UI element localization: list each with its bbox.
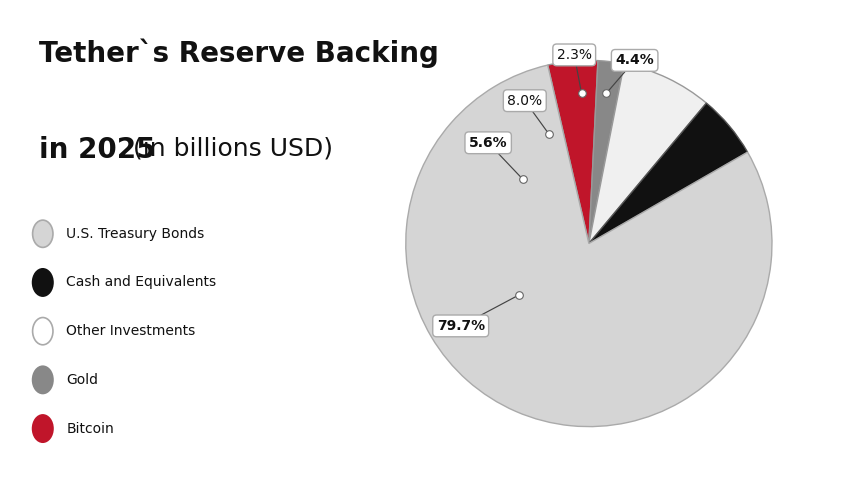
Circle shape xyxy=(33,269,53,296)
Circle shape xyxy=(33,366,53,393)
Text: Cash and Equivalents: Cash and Equivalents xyxy=(67,276,216,289)
Circle shape xyxy=(33,415,53,442)
Text: (in billions USD): (in billions USD) xyxy=(125,136,333,160)
Text: 4.4%: 4.4% xyxy=(615,54,654,67)
Wedge shape xyxy=(589,103,747,244)
Wedge shape xyxy=(547,60,598,244)
Wedge shape xyxy=(406,65,772,427)
Circle shape xyxy=(33,318,53,345)
Text: Other Investments: Other Investments xyxy=(67,324,196,338)
Text: in 2025: in 2025 xyxy=(39,136,156,164)
Wedge shape xyxy=(589,64,707,244)
Text: 79.7%: 79.7% xyxy=(436,319,485,333)
Circle shape xyxy=(33,220,53,247)
Text: Gold: Gold xyxy=(67,373,99,387)
Text: 2.3%: 2.3% xyxy=(557,48,591,62)
Wedge shape xyxy=(589,60,624,244)
Text: Bitcoin: Bitcoin xyxy=(67,422,114,435)
Text: 8.0%: 8.0% xyxy=(507,94,542,108)
Text: 5.6%: 5.6% xyxy=(469,136,507,150)
Text: U.S. Treasury Bonds: U.S. Treasury Bonds xyxy=(67,227,204,241)
Text: Tether`s Reserve Backing: Tether`s Reserve Backing xyxy=(39,39,439,69)
